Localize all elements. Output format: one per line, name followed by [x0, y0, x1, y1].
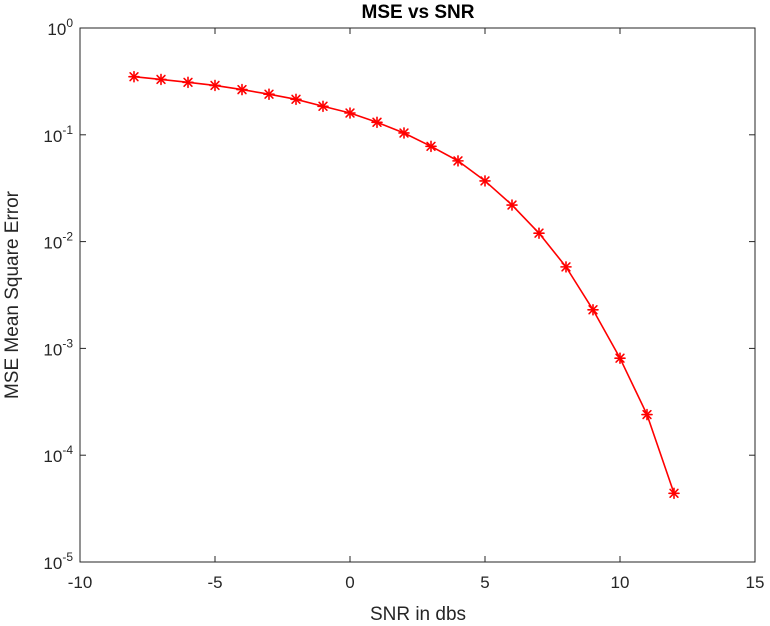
y-tick-exponent: 0 — [66, 16, 73, 30]
x-tick-label: -5 — [207, 573, 222, 592]
data-point-marker — [128, 70, 140, 83]
chart-title: MSE vs SNR — [362, 2, 475, 23]
x-axis-label: SNR in dbs — [370, 604, 466, 625]
y-tick-base: 10 — [43, 234, 62, 253]
data-point-marker — [398, 127, 410, 139]
data-point-marker — [560, 261, 572, 273]
data-point-marker — [209, 79, 221, 92]
y-tick-label: 10-1 — [43, 123, 73, 146]
axis-ticks — [79, 27, 756, 563]
y-tick-base: 10 — [43, 127, 62, 146]
data-point-marker — [506, 199, 518, 211]
data-point-marker — [182, 76, 194, 89]
data-point-marker — [479, 175, 491, 187]
y-tick-base: 10 — [47, 20, 66, 39]
data-point-marker — [263, 88, 275, 100]
x-tick-label: 15 — [746, 573, 765, 592]
y-tick-label: 10-3 — [43, 336, 73, 359]
data-point-marker — [668, 487, 680, 500]
y-tick-label: 10-4 — [43, 443, 73, 466]
x-tick-label: -10 — [68, 573, 93, 592]
y-tick-exponent: -2 — [62, 230, 73, 244]
x-tick-label: 10 — [611, 573, 630, 592]
data-point-marker — [290, 93, 302, 106]
y-tick-label: 100 — [47, 16, 73, 39]
data-point-marker — [641, 408, 653, 421]
data-point-marker — [425, 140, 437, 153]
data-point-marker — [452, 155, 464, 167]
data-point-marker — [344, 107, 356, 119]
y-tick-exponent: -1 — [62, 123, 73, 137]
x-tick-label: 5 — [480, 573, 489, 592]
y-tick-label: 10-5 — [43, 550, 73, 573]
plot-area — [79, 27, 756, 563]
x-tick-labels: -10 -5 0 5 10 15 — [68, 573, 765, 592]
y-tick-base: 10 — [43, 447, 62, 466]
data-point-marker — [371, 116, 383, 129]
data-point-marker — [587, 303, 599, 316]
y-tick-exponent: -4 — [62, 443, 73, 457]
data-point-marker — [236, 83, 248, 96]
data-point-marker — [614, 352, 626, 364]
series-layer — [128, 70, 680, 500]
y-tick-label: 10-2 — [43, 230, 73, 253]
data-point-marker — [155, 73, 167, 86]
x-tick-label: 0 — [345, 573, 354, 592]
y-tick-exponent: -3 — [62, 336, 73, 350]
data-point-marker — [317, 100, 329, 113]
y-tick-exponent: -5 — [62, 550, 73, 564]
y-tick-base: 10 — [43, 554, 62, 573]
y-axis-label: MSE Mean Square Error — [2, 190, 23, 399]
data-point-marker — [533, 227, 545, 239]
y-tick-base: 10 — [43, 340, 62, 359]
